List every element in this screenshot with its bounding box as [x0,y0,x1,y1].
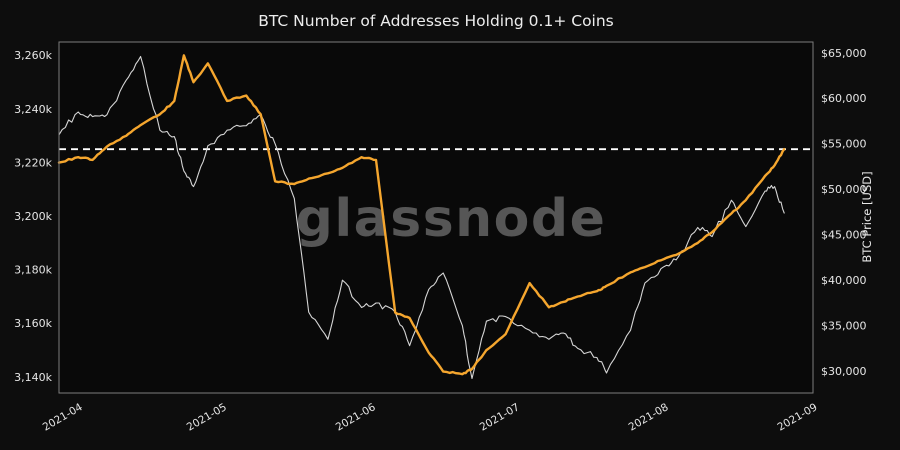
y-right-tick-label: $40,000 [821,274,867,287]
y-right-tick-label: $50,000 [821,183,867,196]
price-series-line [58,55,785,380]
x-tick-label: 2021-04 [41,401,85,433]
addresses-series-line [57,54,786,376]
y-right-tick-label: $30,000 [821,365,867,378]
glassnode-watermark: glassnode [296,189,607,249]
y-left-tick-label: 3,160k [14,317,52,330]
x-tick-label: 2021-06 [334,401,378,433]
y-left-tick-label: 3,220k [14,156,52,169]
y-right-tick-label: $35,000 [821,320,867,333]
y-right-tick-label: $60,000 [821,92,867,105]
plot-background [59,42,813,393]
chart-title: BTC Number of Addresses Holding 0.1+ Coi… [258,12,614,30]
y-left-tick-label: 3,240k [14,103,52,116]
y-left-tick-label: 3,260k [14,49,52,62]
y-left-tick-label: 3,200k [14,210,52,223]
y-right-tick-label: $65,000 [821,47,867,60]
right-axis-title: BTC Price [USD] [860,171,874,262]
y-left-tick-label: 3,140k [14,371,52,384]
x-tick-label: 2021-07 [478,401,522,433]
y-right-tick-label: $45,000 [821,229,867,242]
x-tick-label: 2021-09 [776,401,820,433]
x-tick-label: 2021-05 [185,401,229,433]
x-tick-label: 2021-08 [627,401,671,433]
plot-border [58,41,814,394]
y-right-tick-label: $55,000 [821,138,867,151]
y-left-tick-label: 3,180k [14,264,52,277]
